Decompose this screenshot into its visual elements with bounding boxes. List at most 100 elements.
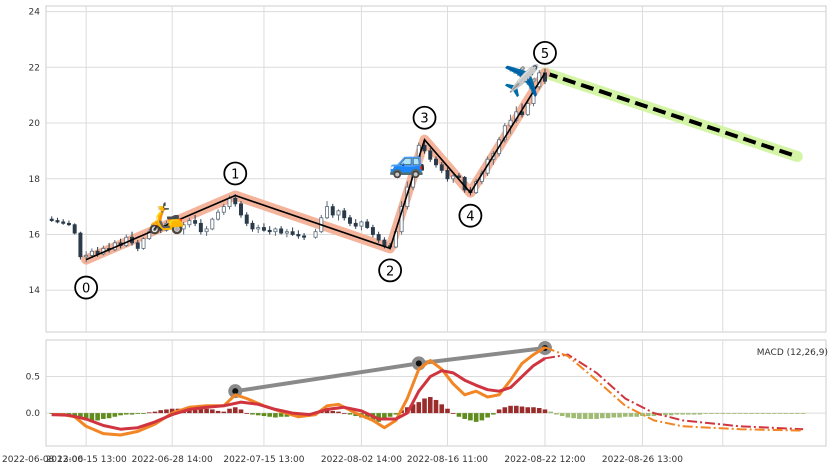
macd-histogram-bar [135, 413, 141, 414]
x-tick-label: 2022-06-08 13:00 [2, 455, 83, 465]
macd-histogram-bar [525, 407, 531, 414]
macd-histogram-bar [244, 413, 250, 414]
candle-body [525, 103, 530, 116]
candle-body [204, 228, 209, 233]
wave-label-circle [412, 105, 437, 130]
candle-body [175, 225, 180, 230]
macd-histogram-bar [588, 413, 594, 419]
candle-body [382, 239, 387, 247]
candle-body [508, 119, 513, 127]
price-y-tick-label: 24 [29, 8, 41, 18]
macd-histogram-bar [72, 413, 77, 417]
macd-plot-area [45, 339, 827, 447]
candle-body [542, 72, 547, 82]
macd-histogram-bar [491, 413, 496, 415]
macd-histogram-bar [382, 413, 387, 421]
macd-histogram-bar [496, 409, 502, 414]
macd-histogram-bar [364, 413, 370, 419]
macd-histogram-bar [783, 413, 789, 414]
macd-histogram-bar [800, 413, 806, 414]
macd-histogram-bar [232, 407, 238, 414]
macd-histogram-bar [468, 413, 473, 421]
wave-label-circle [533, 40, 557, 65]
price-panel: 14 16 18 20 22 24 0 1 2 3 4 5 🛵 🚙 ✈️ [29, 5, 827, 333]
candle-body [336, 210, 341, 216]
candle-body [365, 221, 370, 228]
candle-body [279, 228, 284, 234]
candle-body [187, 220, 192, 226]
macd-histogram-bar [628, 413, 634, 417]
macd-histogram-bar [714, 413, 720, 414]
macd-histogram-bar [645, 413, 651, 417]
candle-body [193, 220, 198, 224]
signal-forecast-line [544, 353, 804, 431]
x-tick-label: 2022-08-26 13:00 [602, 455, 683, 465]
macd-histogram-bar [267, 413, 272, 417]
macd-histogram-bar [754, 413, 760, 414]
macd-histogram-bar [536, 407, 542, 414]
macd-histogram-bar [668, 413, 674, 416]
macd-histogram-bar [439, 404, 445, 414]
macd-histogram-bar [766, 413, 771, 414]
macd-histogram-bar [726, 413, 731, 414]
macd-histogram-bar [594, 413, 599, 419]
candle-body [227, 197, 232, 208]
candle-body [221, 206, 226, 213]
macd-histogram-bar [129, 413, 135, 415]
wave-label-circle [223, 161, 248, 186]
macd-y-tick-label: 0.5 [26, 373, 40, 383]
candle-body [141, 238, 146, 249]
candle-body [89, 250, 94, 256]
candle-body [61, 221, 66, 224]
candle-body [376, 234, 381, 241]
macd-histogram-bar [686, 413, 691, 415]
macd-histogram-bar [462, 413, 467, 419]
macd-histogram-bar [89, 413, 95, 422]
macd-histogram-bar [789, 413, 794, 414]
forecast-line [544, 71, 798, 159]
candle-body [198, 222, 203, 233]
wave-line [85, 72, 546, 261]
candle-body [422, 144, 427, 152]
macd-histogram-bar [456, 413, 462, 417]
candle-body [72, 224, 77, 234]
candle-body [84, 254, 89, 258]
candle-body [55, 220, 60, 223]
macd-histogram-bar [703, 413, 708, 414]
macd-histogram-bar [479, 413, 485, 421]
candle-body [273, 228, 278, 233]
macd-histogram-bar [78, 413, 83, 419]
macd-peak-dot [415, 360, 422, 367]
macd-histogram-bar [215, 410, 221, 414]
macd-histogram-bar [772, 413, 777, 414]
macd-histogram-bar [680, 413, 685, 415]
candle-body [296, 234, 301, 237]
macd-histogram-bar [737, 413, 743, 414]
price-y-tick-label: 14 [29, 286, 41, 296]
macd-histogram-bar [450, 413, 456, 414]
signal-line [51, 357, 546, 431]
x-tick-label: 2022-07-15 13:00 [223, 455, 304, 465]
candle-body [135, 242, 140, 249]
macd-histogram-bar [760, 413, 766, 414]
macd-histogram-bar [731, 413, 737, 414]
macd-histogram-bar [146, 412, 152, 414]
macd-histogram-bar [336, 411, 341, 414]
macd-histogram-bar [502, 407, 508, 414]
macd-histogram-bar [250, 413, 255, 415]
macd-histogram-bar [709, 413, 714, 414]
macd-histogram-bar [324, 410, 330, 414]
candle-body [330, 206, 335, 216]
macd-histogram-bar [565, 413, 571, 418]
macd-histogram-bar [605, 413, 611, 419]
price-y-tick-label: 18 [29, 175, 41, 185]
price-plot-area [45, 5, 827, 333]
macd-histogram-bar [548, 411, 553, 414]
candle-body [434, 158, 438, 166]
macd-histogram-bar [387, 413, 393, 417]
candle-body [216, 211, 221, 220]
x-tick-label: 2022-08-02 14:00 [321, 455, 402, 465]
macd-histogram-bar [485, 413, 490, 418]
macd-histogram-bar [582, 413, 588, 419]
macd-histogram-bar [141, 413, 146, 414]
